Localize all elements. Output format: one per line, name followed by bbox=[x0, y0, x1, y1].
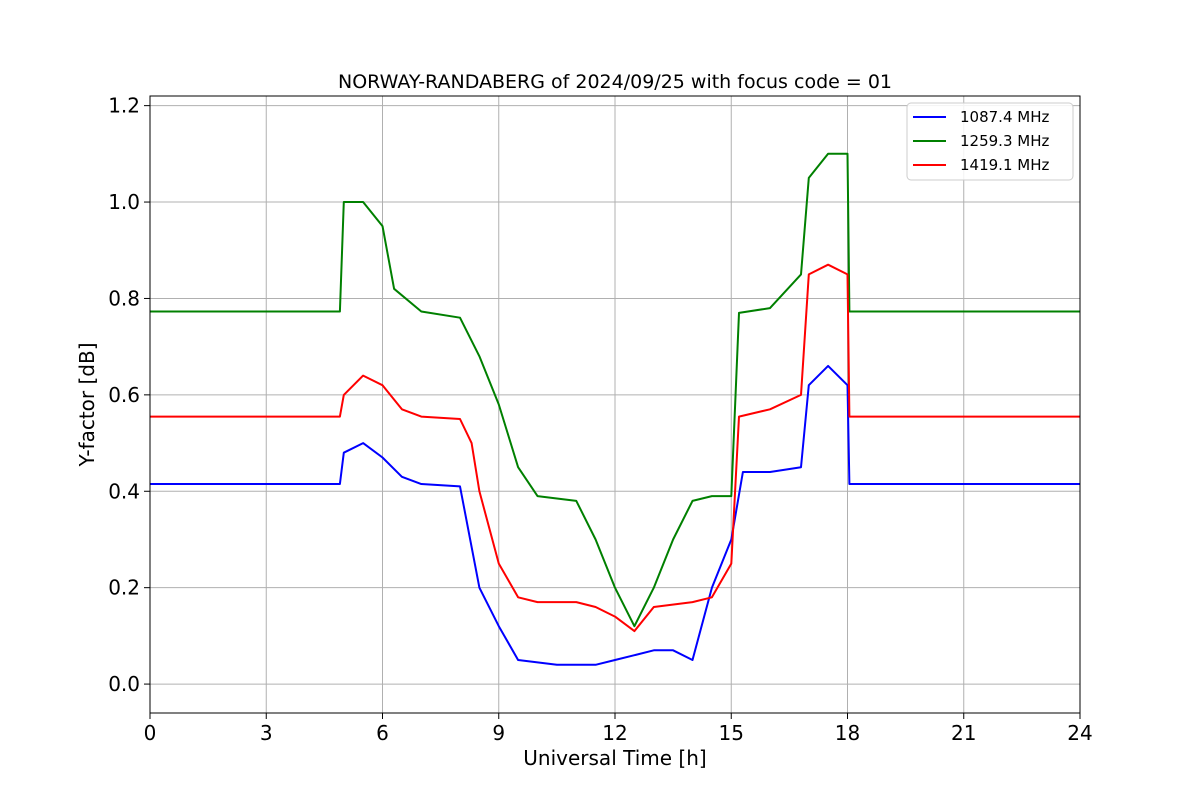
y-axis-ticks: 0.0 0.2 0.4 0.6 0.8 1.0 1.2 bbox=[108, 94, 150, 696]
y-tick-label: 0.0 bbox=[108, 672, 140, 696]
x-tick-label: 15 bbox=[719, 721, 744, 745]
legend-label-1: 1259.3 MHz bbox=[960, 132, 1049, 150]
plot-series bbox=[150, 152, 1080, 666]
y-tick-label: 0.2 bbox=[108, 576, 140, 600]
x-tick-label: 3 bbox=[260, 721, 273, 745]
legend: 1087.4 MHz 1259.3 MHz 1419.1 MHz bbox=[906, 102, 1074, 181]
y-tick-label: 0.6 bbox=[108, 383, 140, 407]
y-tick-label: 1.2 bbox=[108, 94, 140, 118]
series-line-0 bbox=[150, 364, 1080, 666]
legend-box bbox=[906, 102, 1074, 181]
x-tick-label: 24 bbox=[1067, 721, 1092, 745]
legend-label-2: 1419.1 MHz bbox=[960, 156, 1049, 174]
x-tick-label: 12 bbox=[602, 721, 627, 745]
series-line-2 bbox=[150, 263, 1080, 633]
x-tick-label: 21 bbox=[951, 721, 976, 745]
y-axis-label: Y-factor [dB] bbox=[75, 342, 99, 467]
legend-label-0: 1087.4 MHz bbox=[960, 108, 1049, 126]
x-tick-label: 18 bbox=[835, 721, 860, 745]
x-axis-ticks: 0 3 6 9 12 15 18 21 24 bbox=[144, 713, 1093, 745]
x-tick-label: 9 bbox=[492, 721, 505, 745]
x-tick-label: 0 bbox=[144, 721, 157, 745]
x-tick-label: 6 bbox=[376, 721, 389, 745]
y-tick-label: 1.0 bbox=[108, 190, 140, 214]
series-line-1 bbox=[150, 152, 1080, 628]
x-axis-label: Universal Time [h] bbox=[523, 746, 706, 770]
y-tick-label: 0.8 bbox=[108, 286, 140, 310]
chart-title: NORWAY-RANDABERG of 2024/09/25 with focu… bbox=[338, 71, 892, 93]
y-tick-label: 0.4 bbox=[108, 479, 140, 503]
